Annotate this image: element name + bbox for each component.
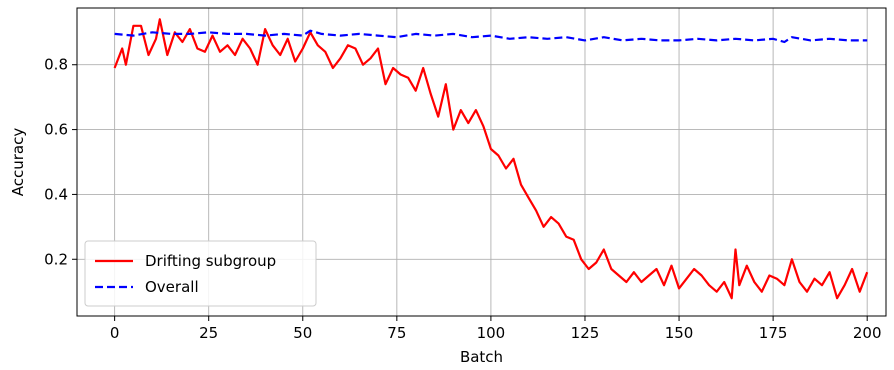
y-tick-label: 0.4 (44, 185, 68, 203)
legend-label-drifting-subgroup: Drifting subgroup (145, 252, 276, 270)
legend-box (84, 240, 317, 307)
y-axis-title: Accuracy (9, 128, 27, 197)
y-tick-label: 0.8 (44, 56, 68, 74)
x-tick-label: 125 (571, 324, 600, 342)
x-tick-label: 0 (110, 324, 120, 342)
plot-area-frame (76, 7, 887, 317)
x-tick-label: 175 (759, 324, 788, 342)
x-tick-label: 150 (665, 324, 694, 342)
legend-label-overall: Overall (145, 278, 199, 296)
series-line-drifting-subgroup (113, 18, 869, 300)
x-tick-label: 200 (853, 324, 882, 342)
axis-ticks: 0 25 50 75 100 125 150 175 200 0.2 0.4 0.6 0.8 (44, 56, 881, 342)
legend: Drifting subgroup Overall (84, 240, 317, 307)
y-tick-label: 0.6 (44, 121, 68, 139)
grid-lines (77, 8, 886, 316)
y-tick-label: 0.2 (44, 250, 68, 268)
x-axis-title: Batch (460, 348, 503, 366)
x-tick-label: 75 (387, 324, 406, 342)
series-line-overall (114, 29, 868, 44)
x-tick-label: 50 (293, 324, 312, 342)
x-tick-label: 100 (477, 324, 506, 342)
x-tick-label: 25 (199, 324, 218, 342)
series-lines (113, 18, 869, 300)
